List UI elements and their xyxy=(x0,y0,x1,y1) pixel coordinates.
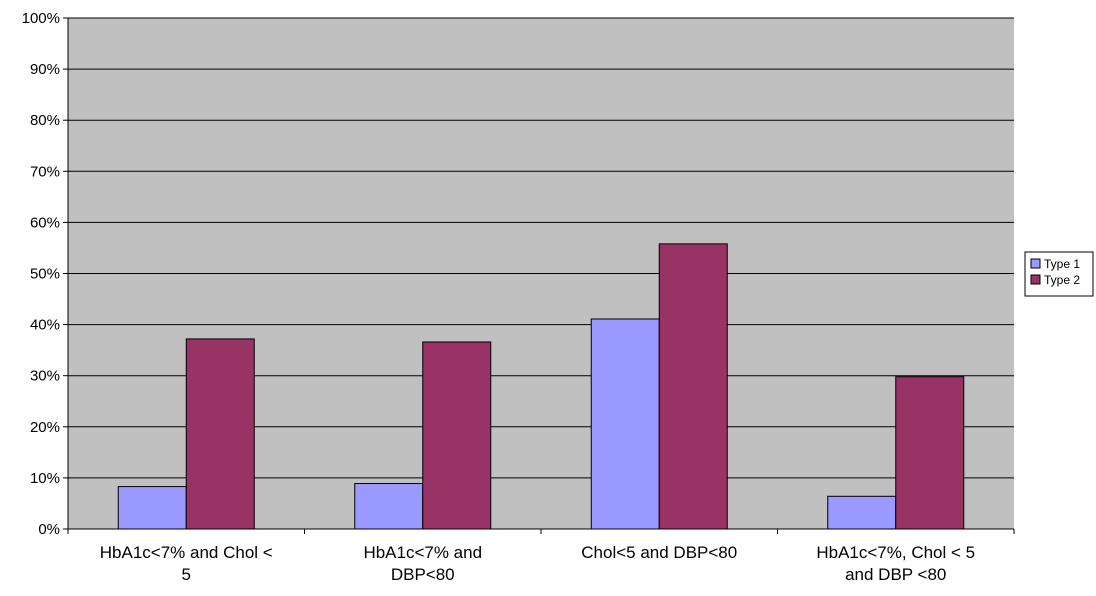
x-tick-label: HbA1c<7% and Chol <5 xyxy=(100,543,273,584)
bar-type-1 xyxy=(590,318,660,530)
x-axis-ticks: HbA1c<7% and Chol <5 HbA1c<7% and DBP<80 Ch… xyxy=(67,529,1015,584)
bar-type-1 xyxy=(354,483,424,530)
y-tick-label: 80% xyxy=(30,112,60,129)
bar-type-2 xyxy=(658,243,728,530)
legend-label: Type 1 xyxy=(1044,257,1080,271)
y-tick-label: 70% xyxy=(30,163,60,180)
legend: Type 1 Type 2 xyxy=(1024,251,1094,297)
y-tick-label: 90% xyxy=(30,61,60,78)
y-tick-label: 30% xyxy=(30,368,60,385)
y-tick-label: 50% xyxy=(30,266,60,283)
legend-label: Type 2 xyxy=(1044,273,1080,287)
bar-type-1 xyxy=(827,495,897,530)
bar-type-2 xyxy=(185,338,255,530)
bar-type-2 xyxy=(422,341,492,530)
y-tick-label: 60% xyxy=(30,214,60,231)
legend-swatch xyxy=(1030,274,1041,285)
x-tick-label: HbA1c<7% and DBP<80 xyxy=(363,543,482,584)
y-tick-label: 0% xyxy=(38,521,60,538)
y-tick-label: 40% xyxy=(30,317,60,334)
y-tick-label: 20% xyxy=(30,419,60,436)
y-tick-label: 100% xyxy=(22,10,60,27)
bar-type-2 xyxy=(895,376,965,530)
bar-type-1 xyxy=(117,486,187,530)
x-tick-label: Chol<5 and DBP<80 xyxy=(581,543,737,562)
x-tick-label: HbA1c<7%, Chol < 5 and DBP <80 xyxy=(816,543,975,584)
bars xyxy=(117,243,965,530)
y-tick-label: 10% xyxy=(30,470,60,487)
y-axis-ticks: 0% 10% 20% 30% 40% 50% 60% 70% 80% 90% 100% xyxy=(22,10,68,538)
legend-swatch xyxy=(1030,258,1041,269)
